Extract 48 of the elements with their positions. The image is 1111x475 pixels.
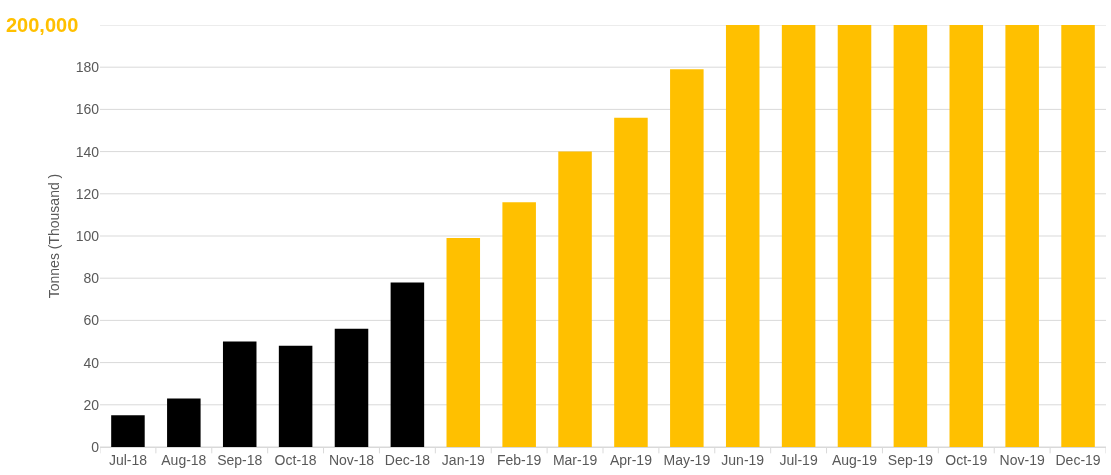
x-tick-label: Dec-19 (1055, 451, 1101, 468)
bar (614, 117, 648, 447)
x-tick-label: Aug-18 (161, 451, 207, 468)
x-tick-label: Mar-19 (552, 451, 598, 468)
x-tick-label: Sep-19 (887, 451, 934, 468)
x-tick-label: Oct-19 (945, 451, 988, 468)
x-tick-label: Jan-19 (441, 451, 485, 468)
y-tick-label: 100 (75, 227, 100, 244)
bar (949, 25, 984, 447)
y-tick-label: 0 (91, 438, 100, 455)
x-tick-label: Nov-19 (999, 451, 1045, 468)
x-tick-label: Jun-19 (721, 451, 765, 468)
y-axis-title: Tonnes (Thousand ) (46, 173, 63, 299)
bar (334, 328, 369, 447)
y-tick-label: 160 (75, 101, 100, 118)
text: 200,000 (6, 14, 79, 36)
y-tick-label: 80 (83, 270, 100, 287)
bar (725, 25, 760, 447)
bar (111, 415, 145, 447)
bar (781, 25, 816, 447)
bar (1005, 25, 1039, 447)
x-tick-label: Jul-18 (108, 451, 148, 468)
x-tick-label: Aug-19 (831, 451, 878, 468)
x-tick-label: Nov-18 (328, 451, 375, 468)
y-tick-label: 20 (83, 396, 100, 413)
x-tick-label: Jul-19 (779, 451, 818, 468)
x-tick-label: Feb-19 (496, 451, 542, 468)
y-tick-label: 60 (83, 312, 100, 329)
bar (1061, 25, 1095, 447)
bar (390, 282, 425, 447)
y-tick-label: 180 (75, 59, 100, 76)
x-tick-label: May-19 (663, 451, 711, 468)
x-tick-label: Dec-18 (384, 451, 431, 468)
bar (558, 151, 592, 447)
x-tick-label: Sep-18 (217, 451, 263, 468)
bar (837, 25, 872, 447)
y-tick-label: 140 (75, 143, 100, 160)
y-tick-label: 40 (83, 354, 100, 371)
bar (278, 345, 313, 447)
bar (446, 238, 481, 447)
bar (222, 341, 257, 447)
x-tick-label: Oct-18 (274, 451, 317, 468)
bar (893, 25, 928, 447)
bar (502, 202, 536, 447)
bar (167, 398, 201, 447)
x-tick-label: Apr-19 (609, 451, 653, 468)
bar (670, 69, 704, 447)
y-tick-label: 120 (75, 185, 100, 202)
